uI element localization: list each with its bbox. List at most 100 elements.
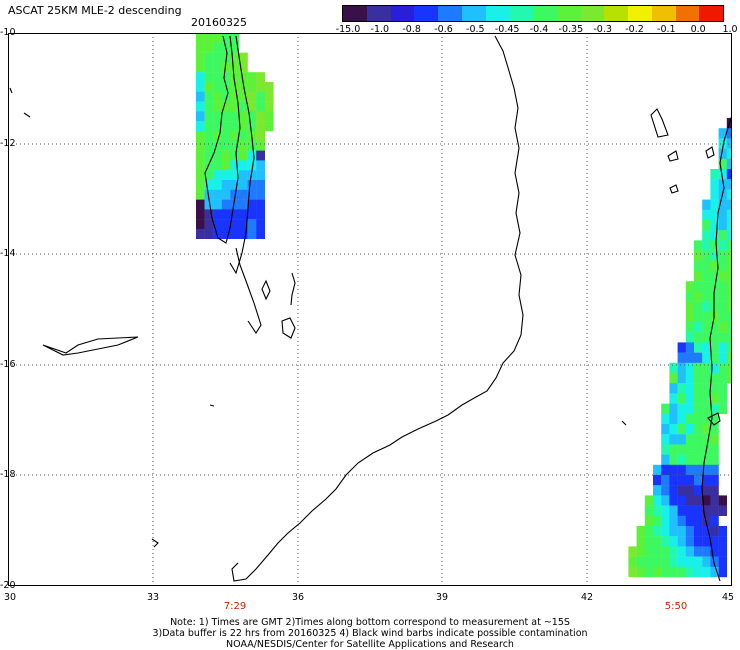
wind-cell [718,169,727,180]
wind-cell [661,556,670,567]
wind-cell [718,311,727,323]
wind-cell [694,454,703,465]
wind-cell [685,413,695,425]
wind-cell [718,342,727,353]
mohéli [669,184,679,194]
wind-cell [677,373,686,384]
wind-cell [694,260,703,272]
wind-cell [718,128,727,139]
wind-cell [726,291,732,302]
wind-cell [710,454,719,465]
wind-cell [685,536,695,547]
wind-cell [677,556,686,567]
wind-cell [702,332,711,343]
wind-cell [653,546,662,557]
wind-cell [230,72,240,83]
wind-cell [221,160,231,171]
wind-cell [710,424,719,435]
wind-cell [653,505,662,516]
latitude-label: -10 [0,27,16,38]
wind-cell [710,475,719,486]
wind-cell [264,91,274,102]
wind-cell [239,140,248,151]
wind-cell [196,219,205,230]
wind-cell [256,150,265,161]
wind-cell [710,342,719,353]
color-scale-tick: -0.3 [593,24,612,35]
wind-cell [669,454,678,465]
wind-cell [247,150,257,161]
wind-cell [694,250,703,261]
wind-cell [644,515,654,527]
wind-cell [702,322,711,333]
wind-cell [247,140,257,151]
wind-cell [694,311,703,323]
wind-cell [221,33,231,43]
wind-cell [702,434,711,445]
wind-cell [256,189,265,200]
wind-cell [694,373,703,384]
wind-cell [239,229,248,239]
wind-cell [726,209,732,221]
wind-cell [196,209,205,220]
wind-cell [694,352,703,363]
wind-cell [718,352,727,363]
wind-cell [644,495,654,506]
latitude-label: -18 [0,469,16,480]
wind-cell [702,526,711,537]
wind-cell [685,383,695,394]
wind-cell [644,546,654,557]
color-scale-segment [675,6,700,21]
wind-cell [694,322,703,333]
wind-cell [247,121,257,132]
wind-cell [726,148,732,159]
longitude-label: 33 [146,592,160,603]
wind-cell [247,72,257,83]
wind-cell [213,180,222,190]
wind-cell [661,444,670,455]
color-scale-tick: -0.5 [466,24,485,35]
wind-cell [669,444,678,455]
wind-cell [710,311,719,323]
wind-cell [726,271,732,282]
wind-cell [677,413,686,425]
wind-cell [204,199,214,210]
wind-cell [677,444,686,455]
wind-cell [230,52,240,63]
wind-cell [213,140,222,151]
wind-cell [239,101,248,112]
wind-cell [710,189,719,200]
wind-cell [256,82,265,92]
wind-cell [230,170,240,181]
wind-cell [726,199,732,210]
wind-cell [718,332,727,343]
wind-cell [726,322,732,333]
wind-cell [661,464,670,476]
wind-cell [661,505,670,516]
wind-cell [726,281,732,292]
wind-cell [213,209,222,220]
wind-cell [213,121,222,132]
wind-cell [702,566,711,578]
wind-cell [710,526,719,537]
wind-cell [204,91,214,102]
wind-cell [636,546,645,557]
wind-cell [247,160,257,171]
small-feature-3 [151,538,159,548]
wind-cell [221,140,231,151]
wind-cell [653,464,662,476]
wind-cell [726,342,732,353]
wind-cell [677,352,686,363]
wind-cell [710,403,719,414]
wind-cell [196,180,205,190]
wind-cell [694,485,703,496]
wind-cell [718,138,727,149]
wind-cell [653,536,662,547]
color-scale-tick: -0.6 [434,24,453,35]
wind-cell [196,101,205,112]
wind-cell [710,485,719,496]
wind-cell [661,475,670,486]
wind-cell [230,82,240,92]
wind-cell [204,219,214,230]
wind-cell [221,180,231,190]
